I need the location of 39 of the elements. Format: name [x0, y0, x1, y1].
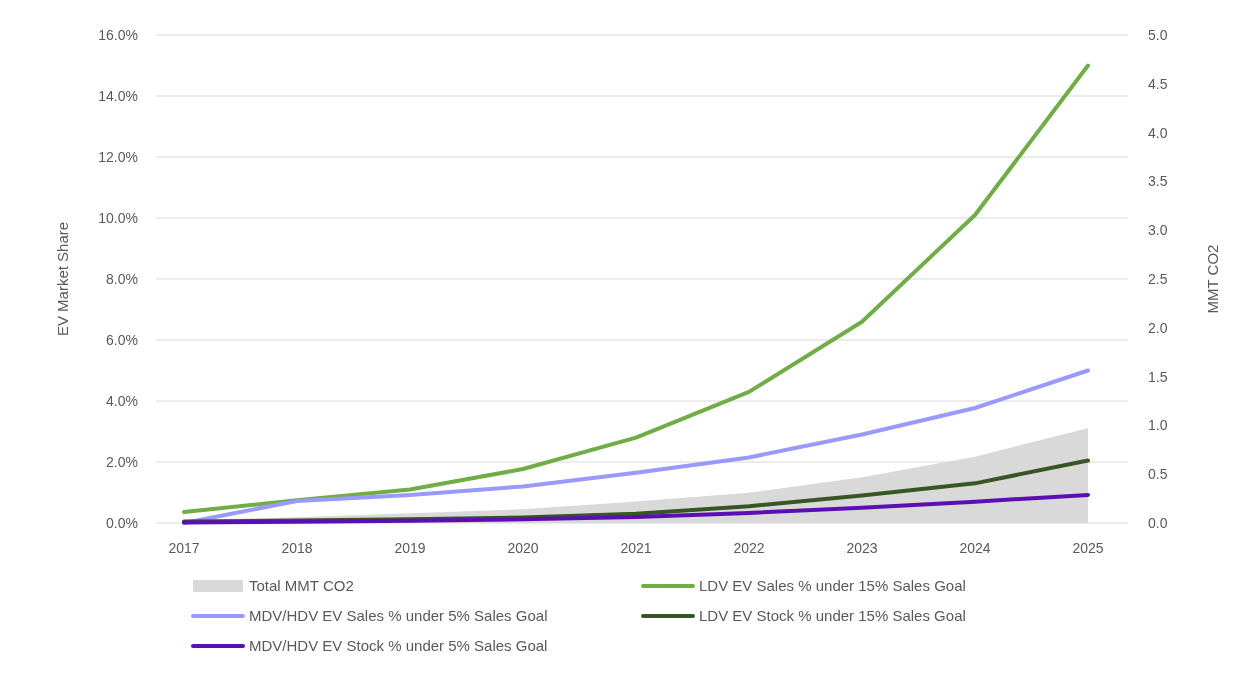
y-tick-label: 14.0%	[98, 87, 138, 104]
x-tick-label: 2023	[846, 540, 878, 556]
y2-tick-label: 0.0	[1148, 514, 1168, 531]
y2-tick-label: 3.0	[1148, 222, 1168, 239]
line-series	[182, 63, 1090, 515]
legend-label: MDV/HDV EV Sales % under 5% Sales Goal	[249, 607, 548, 625]
y-tick-label: 0.0%	[106, 514, 138, 531]
y-tick-label: 4.0%	[106, 392, 138, 409]
line-series	[182, 492, 1090, 525]
y-tick-label: 6.0%	[106, 331, 138, 348]
y2-tick-label: 2.5	[1148, 270, 1168, 287]
legend-label: Total MMT CO2	[249, 577, 354, 595]
y-tick-label: 8.0%	[106, 270, 138, 287]
x-tick-label: 2024	[959, 540, 991, 556]
x-tick-label: 2022	[733, 540, 765, 556]
y2-tick-label: 1.0	[1148, 417, 1168, 434]
y2-tick-label: 3.5	[1148, 173, 1168, 190]
x-tick-label: 2021	[620, 540, 652, 556]
y2-tick-label: 0.5	[1148, 466, 1168, 483]
x-tick-label: 2025	[1072, 540, 1104, 556]
y2-tick-label: 4.0	[1148, 124, 1168, 141]
y2-tick-label: 5.0	[1148, 26, 1168, 43]
y2-tick-label: 1.5	[1148, 368, 1168, 385]
line-series	[182, 368, 1090, 525]
y-tick-label: 2.0%	[106, 453, 138, 470]
y2-tick-label: 4.5	[1148, 75, 1168, 92]
y2-axis-title: MMT CO2	[1204, 244, 1221, 314]
legend-label: LDV EV Sales % under 15% Sales Goal	[699, 577, 966, 595]
y-tick-label: 10.0%	[98, 209, 138, 226]
y2-tick-label: 2.0	[1148, 319, 1168, 336]
legend-label: MDV/HDV EV Stock % under 5% Sales Goal	[249, 637, 548, 655]
x-tick-label: 2020	[507, 540, 539, 556]
y-axis-title: EV Market Share	[54, 221, 71, 337]
y-tick-label: 12.0%	[98, 148, 138, 165]
x-tick-label: 2019	[394, 540, 426, 556]
y-tick-label: 16.0%	[98, 26, 138, 43]
x-tick-label: 2017	[168, 540, 200, 556]
legend-label: LDV EV Stock % under 15% Sales Goal	[699, 607, 966, 625]
x-tick-label: 2018	[281, 540, 313, 556]
